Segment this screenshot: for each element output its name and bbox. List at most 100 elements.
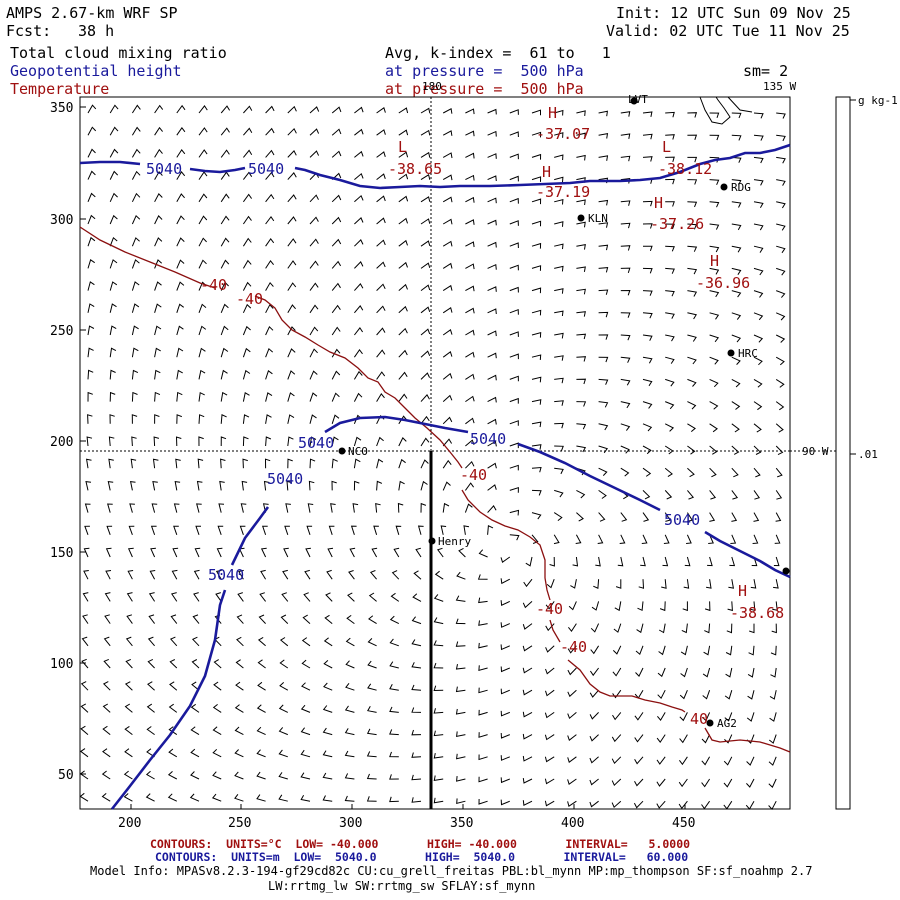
wind-barb [465, 395, 475, 403]
wind-barb [285, 503, 291, 513]
wind-barb [619, 534, 626, 544]
wind-barb [753, 156, 764, 164]
wind-barb [85, 481, 92, 491]
height-contour-south [110, 415, 791, 810]
wind-barb [87, 369, 94, 380]
wind-barb [411, 729, 422, 736]
wind-barb [220, 105, 231, 114]
height-label-extra: 5040 [208, 566, 244, 584]
wind-barb [665, 223, 675, 230]
wind-barb [642, 334, 653, 341]
wind-barb [657, 667, 666, 678]
wind-barb [620, 222, 631, 229]
wind-barb [615, 579, 622, 589]
wind-barb [420, 306, 431, 314]
wind-barb [302, 614, 311, 624]
wind-barb [376, 129, 386, 136]
wind-barb [456, 798, 466, 805]
wind-barb [353, 392, 363, 402]
wind-barb [576, 221, 586, 228]
wind-barb [398, 458, 406, 469]
wind-barb [442, 152, 453, 159]
wind-barb [442, 459, 452, 469]
wind-barb [150, 525, 157, 535]
wind-barb [169, 659, 178, 669]
wind-barb [193, 569, 200, 580]
wind-barb [411, 797, 422, 803]
wind-barb [456, 571, 466, 580]
wind-barb [411, 774, 422, 781]
wind-barb [500, 622, 511, 628]
wind-barb [242, 436, 249, 447]
station-label: AG2 [717, 717, 737, 730]
wind-barb [287, 370, 296, 380]
wind-barb [154, 391, 161, 402]
station-label: RDG [731, 181, 751, 194]
wind-barb [344, 728, 355, 736]
wind-barb [175, 436, 182, 447]
wind-barb [487, 153, 497, 159]
wind-barb [398, 173, 409, 181]
wind-barb [567, 734, 577, 742]
wind-barb [707, 556, 713, 567]
wind-barb [175, 458, 181, 469]
wind-barb [642, 423, 653, 432]
wind-barb [620, 200, 631, 206]
wind-barb [398, 480, 405, 491]
wind-barb [620, 111, 631, 117]
wind-barb [487, 219, 497, 226]
wind-barb [350, 525, 357, 535]
wind-barb [101, 793, 111, 802]
wind-barb [620, 245, 631, 251]
wind-barb [367, 660, 377, 669]
wind-barb [727, 601, 733, 612]
wind-barb [775, 467, 783, 478]
wind-barb [478, 620, 488, 626]
wind-barb [664, 423, 675, 432]
wind-barb [679, 756, 688, 766]
wind-barb [287, 172, 297, 180]
wind-barb [420, 174, 431, 181]
wind-barb [663, 534, 670, 544]
wind-barb [687, 312, 697, 320]
wind-barb [478, 709, 488, 716]
wind-barb [220, 149, 230, 158]
wind-barb [768, 778, 777, 788]
wind-barb [420, 372, 431, 380]
wind-barb [220, 436, 227, 447]
wind-barb [243, 149, 253, 158]
wind-barb [709, 490, 717, 500]
wind-barb [509, 197, 519, 204]
wind-barb [701, 712, 711, 722]
wind-barb [665, 267, 675, 274]
wind-barb [487, 505, 497, 513]
wind-barb [108, 436, 115, 447]
height-label: 5040 [470, 430, 506, 448]
wind-barb [620, 133, 631, 139]
wind-barb [589, 800, 599, 808]
wind-barb [283, 547, 289, 558]
wind-barb [442, 350, 453, 358]
y-tick-label: 250 [50, 324, 73, 339]
wind-barb [776, 312, 786, 321]
wind-barb [572, 556, 579, 567]
wind-barb [242, 259, 252, 269]
wind-barb [176, 149, 186, 158]
wind-barb [640, 556, 646, 567]
wind-barb [309, 370, 318, 380]
wind-barb [322, 727, 333, 736]
wind-barb [215, 569, 222, 580]
wind-barb [242, 392, 250, 402]
x-tick-label: 450 [672, 816, 695, 831]
wind-barb [637, 601, 644, 612]
wind-barb [323, 637, 333, 647]
wind-barb [709, 312, 720, 320]
wind-barb [709, 356, 719, 365]
wind-barb [776, 134, 786, 142]
wind-barb [125, 636, 133, 647]
wind-barb [531, 153, 542, 160]
wind-barb [393, 547, 400, 558]
wind-barb [172, 547, 179, 558]
wind-barb [212, 748, 222, 758]
